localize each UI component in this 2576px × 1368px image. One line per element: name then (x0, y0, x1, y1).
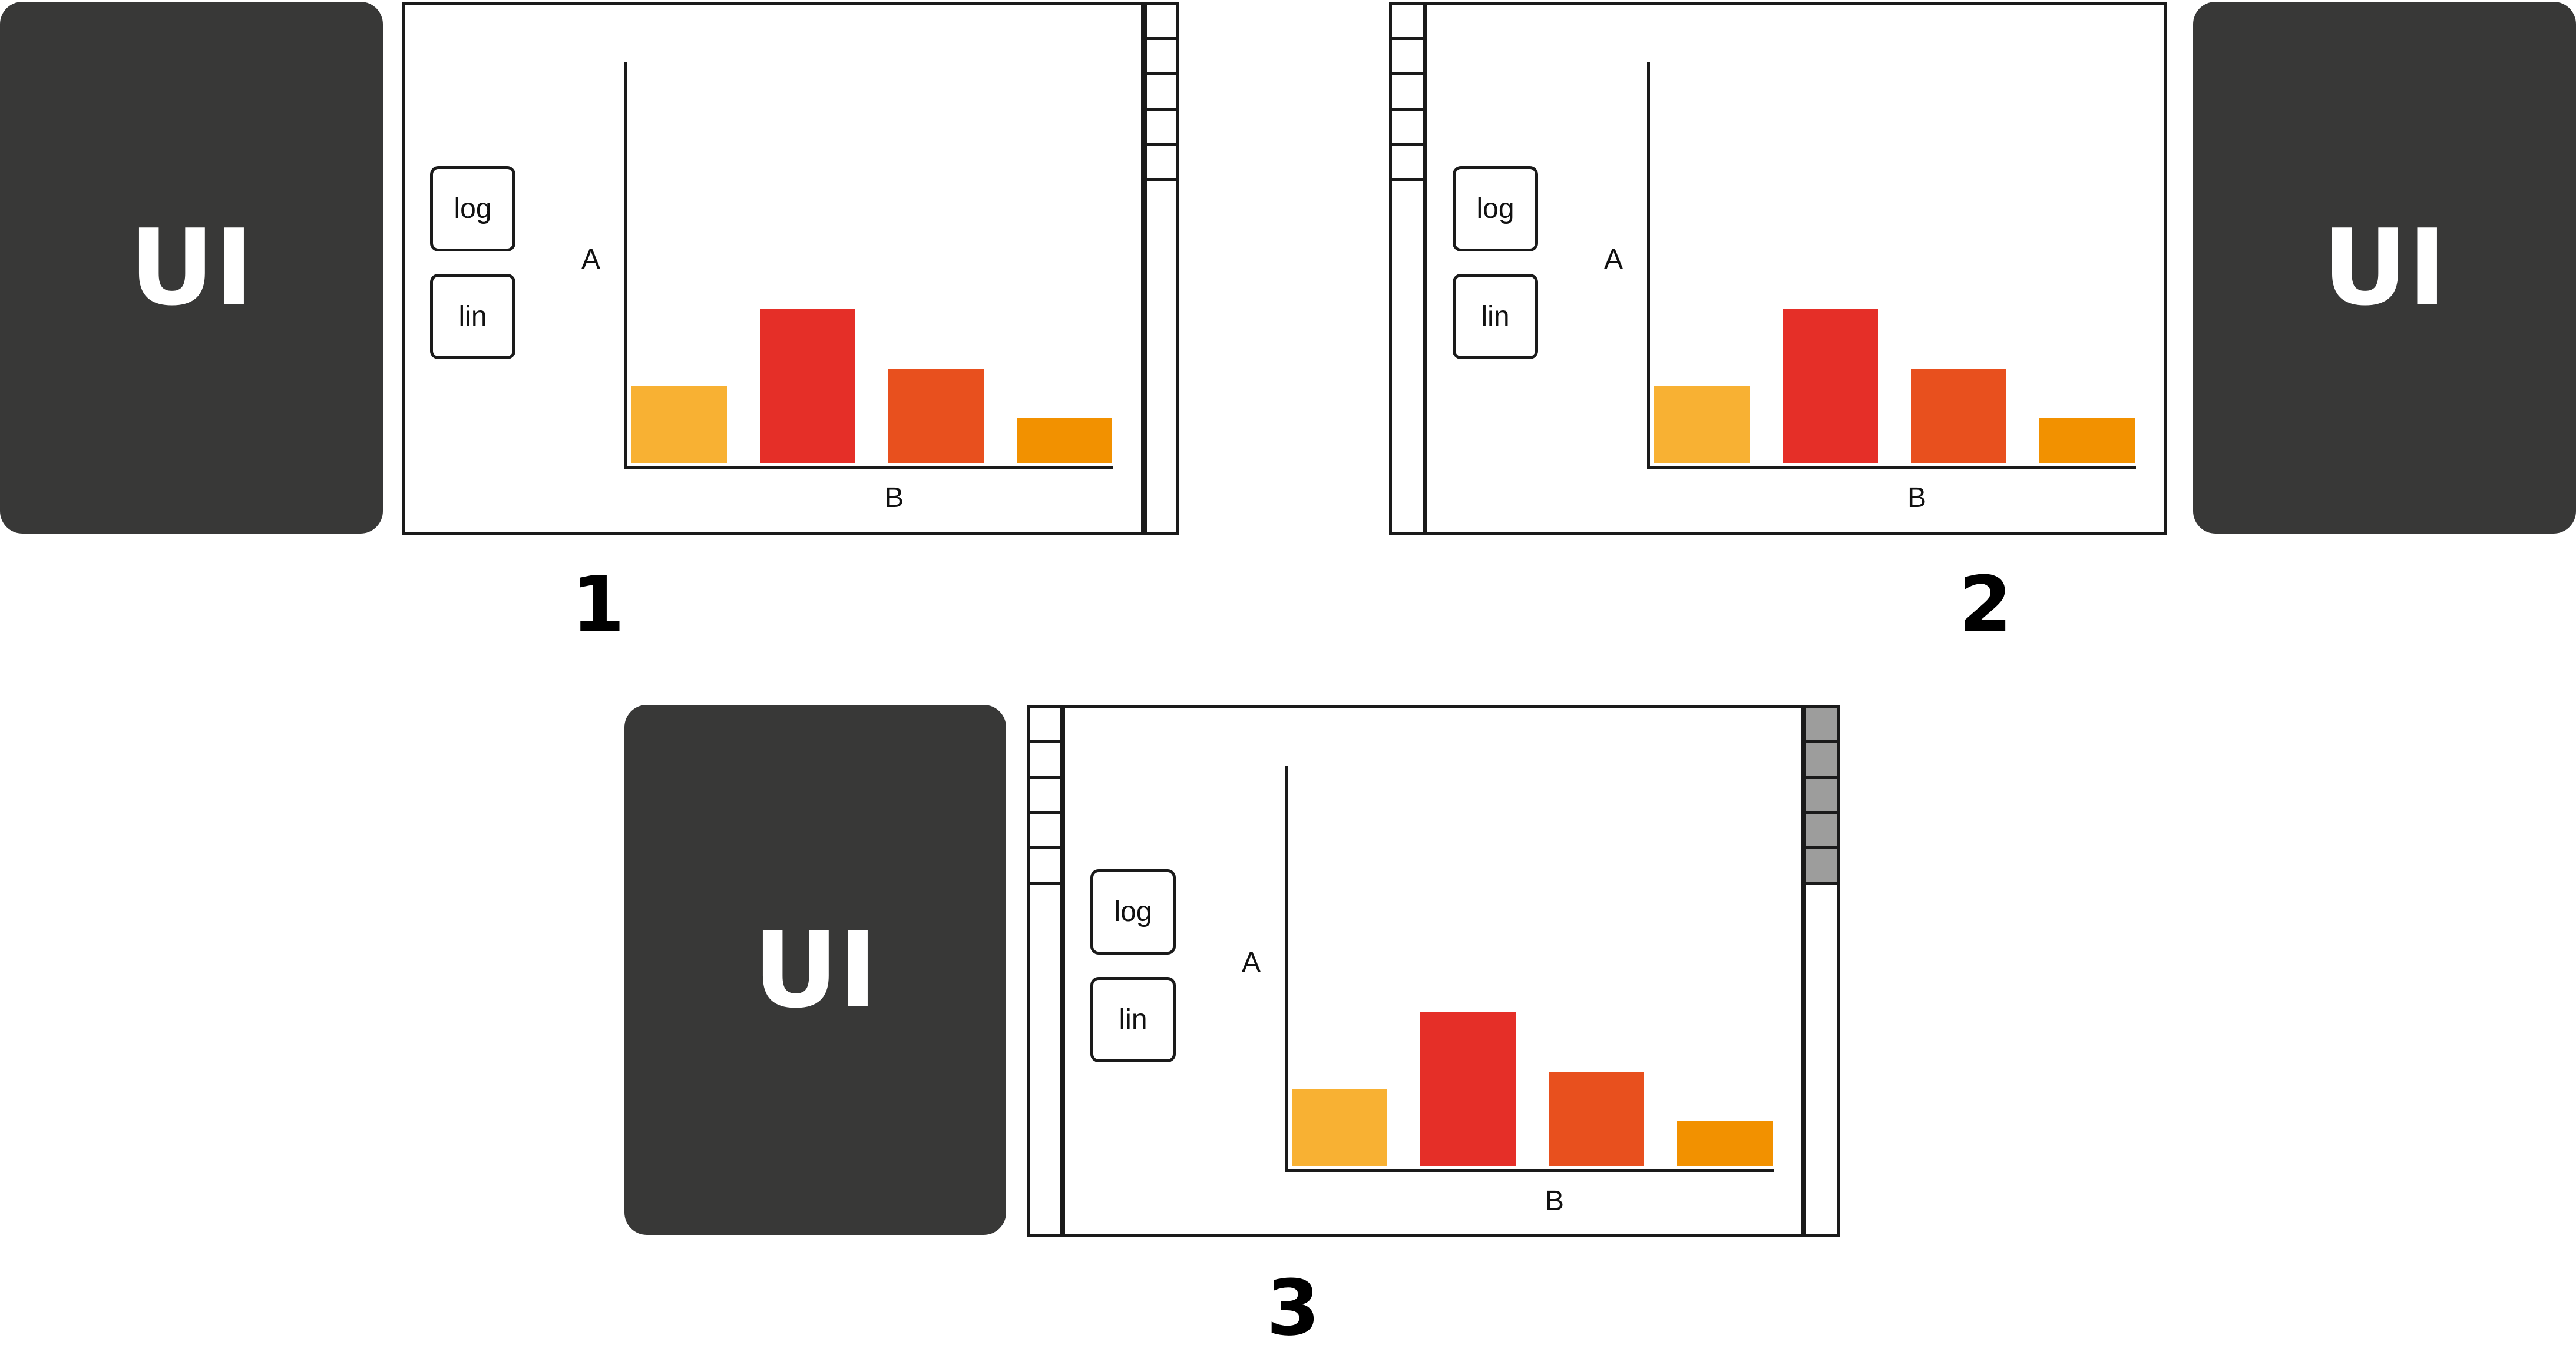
strip-cell-highlighted[interactable] (1806, 849, 1837, 885)
caption-3: 3 (1266, 1263, 1320, 1353)
strip-cell[interactable] (1392, 40, 1423, 75)
strip-cell-highlighted[interactable] (1806, 814, 1837, 849)
strip-cell[interactable] (1147, 40, 1176, 75)
x-axis-line (624, 466, 1113, 469)
chart-bar (2039, 418, 2135, 463)
chart-bar (1783, 309, 1878, 463)
side-strip-left-3[interactable] (1027, 705, 1063, 1237)
log-scale-button[interactable]: log (430, 166, 515, 251)
y-axis-label: A (581, 244, 601, 275)
strip-cell[interactable] (1392, 111, 1423, 146)
strip-cell[interactable] (1392, 5, 1423, 40)
ui-block-label: UI (2322, 207, 2447, 329)
chart-bar (1911, 369, 2006, 463)
x-axis-line (1647, 466, 2136, 469)
chart-bar (760, 309, 855, 463)
y-axis-line (1285, 766, 1288, 1172)
side-strip-right-1[interactable] (1144, 2, 1179, 535)
strip-cell[interactable] (1147, 111, 1176, 146)
ui-block-1: UI (0, 2, 383, 534)
side-strip-right-3[interactable] (1803, 705, 1840, 1237)
lin-scale-button[interactable]: lin (430, 274, 515, 359)
lin-scale-button[interactable]: lin (1090, 977, 1176, 1062)
caption-1: 1 (571, 559, 625, 649)
x-axis-label: B (1545, 1185, 1565, 1217)
strip-cell-highlighted[interactable] (1806, 743, 1837, 779)
chart-bar (631, 386, 727, 463)
strip-cell[interactable] (1392, 75, 1423, 111)
log-scale-button[interactable]: log (1090, 869, 1176, 955)
strip-cell[interactable] (1030, 779, 1060, 814)
chart-panel-2: log lin A B (1424, 2, 2167, 535)
y-axis-label: A (1242, 947, 1261, 978)
chart-bar (1017, 418, 1112, 463)
ui-block-label: UI (129, 207, 254, 329)
strip-cell-highlighted[interactable] (1806, 779, 1837, 814)
strip-cell[interactable] (1030, 708, 1060, 743)
y-axis-line (1647, 62, 1650, 469)
caption-2: 2 (1959, 559, 2012, 649)
strip-cell[interactable] (1147, 75, 1176, 111)
side-strip-left-2[interactable] (1389, 2, 1426, 535)
strip-cell[interactable] (1030, 743, 1060, 779)
strip-cell[interactable] (1030, 814, 1060, 849)
strip-cell[interactable] (1147, 5, 1176, 40)
lin-scale-button[interactable]: lin (1453, 274, 1538, 359)
chart-panel-1: log lin A B (402, 2, 1144, 535)
log-scale-button[interactable]: log (1453, 166, 1538, 251)
chart-bar (1677, 1121, 1773, 1166)
chart-bar (888, 369, 984, 463)
ui-block-2: UI (2193, 2, 2576, 534)
x-axis-line (1285, 1169, 1774, 1172)
chart-bar (1420, 1012, 1516, 1166)
strip-cell-highlighted[interactable] (1806, 708, 1837, 743)
chart-bar (1654, 386, 1750, 463)
y-axis-line (624, 62, 627, 469)
chart-bar (1292, 1089, 1387, 1166)
strip-cell[interactable] (1392, 146, 1423, 181)
ui-block-3: UI (624, 705, 1006, 1235)
chart-bar (1549, 1072, 1644, 1166)
strip-cell[interactable] (1030, 849, 1060, 885)
x-axis-label: B (1907, 482, 1927, 514)
strip-cell[interactable] (1147, 146, 1176, 181)
chart-panel-3: log lin A B (1062, 705, 1804, 1237)
y-axis-label: A (1604, 244, 1623, 275)
x-axis-label: B (885, 482, 904, 514)
ui-block-label: UI (753, 909, 878, 1031)
